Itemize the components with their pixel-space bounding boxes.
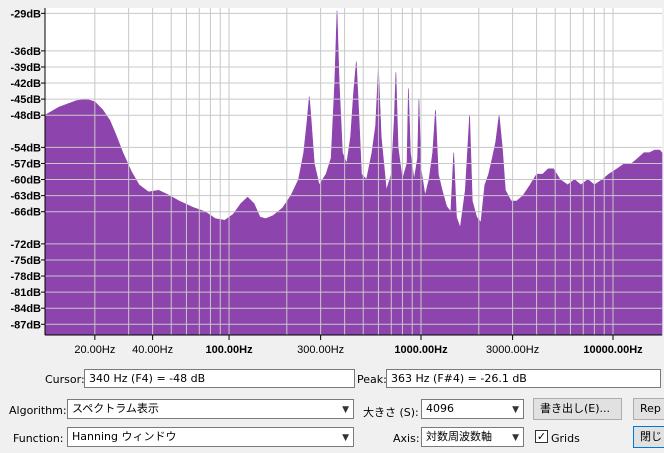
x-tick-label: 300.00Hz [297,344,344,356]
replot-button[interactable]: Rep [633,398,664,420]
axis-select-value: 対数周波数軸 [426,430,492,443]
chevron-down-icon: ▼ [512,433,519,443]
spectrum-plot[interactable]: -29dB -36dB -39dB -42dB -45dB -48dB -54dB -57dB… [0,0,664,362]
function-select-value: Hanning ウィンドウ [72,430,177,443]
cursor-label: Cursor: [45,373,85,386]
function-label: Function: [13,432,64,445]
y-tick-label: -84dB [10,303,41,315]
y-tick-label: -39dB [10,62,41,74]
close-button[interactable]: 閉じ [633,426,664,448]
peak-label: Peak: [357,373,387,386]
algorithm-label: Algorithm: [9,404,67,417]
export-button[interactable]: 書き出し(E)... [533,398,622,420]
y-tick-label: -29dB [10,8,41,20]
function-select[interactable]: Hanning ウィンドウ ▼ [67,427,354,447]
y-tick-label: -42dB [10,78,41,90]
chevron-down-icon: ▼ [342,405,349,415]
size-select[interactable]: 4096 ▼ [421,399,524,419]
check-icon: ✓ [536,430,547,443]
axis-select[interactable]: 対数周波数軸 ▼ [421,427,524,447]
size-label: 大きさ (S): [363,406,419,419]
y-tick-label: -36dB [10,46,41,58]
x-tick-label: 3000.00Hz [486,344,539,356]
y-tick-label: -48dB [10,110,41,122]
grid-lines [45,8,662,335]
y-tick-label: -66dB [10,207,41,219]
y-tick-label: -75dB [10,255,41,267]
y-tick-label: -81dB [10,287,41,299]
algorithm-select[interactable]: スペクトラム表示 ▼ [67,399,354,419]
spectrum-plot-area: -29dB -36dB -39dB -42dB -45dB -48dB -54dB -57dB… [0,0,664,362]
y-tick-label: -54dB [10,142,41,154]
y-tick-label: -87dB [10,319,41,331]
y-tick-label: -60dB [10,175,41,187]
x-tick-label: 10000.00Hz [583,344,643,356]
grids-checkbox[interactable]: ✓ [535,430,548,443]
chevron-down-icon: ▼ [342,433,349,443]
chevron-down-icon: ▼ [512,405,519,415]
y-tick-label: -45dB [10,94,41,106]
y-tick-label: -63dB [10,191,41,203]
x-tick-label: 1000.00Hz [394,344,448,356]
y-tick-label: -78dB [10,271,41,283]
size-select-value: 4096 [426,402,454,415]
x-tick-label: 20.00Hz [74,344,115,356]
y-tick-label: -57dB [10,158,41,170]
algorithm-select-value: スペクトラム表示 [72,402,159,415]
x-tick-label: 40.00Hz [132,344,173,356]
y-tick-label: -72dB [10,239,41,251]
grids-label: Grids [551,432,580,445]
axis-label: Axis: [393,432,420,445]
x-tick-label: 100.00Hz [205,344,253,356]
peak-readout-field[interactable]: 363 Hz (F#4) = -26.1 dB [386,369,661,388]
cursor-readout-field[interactable]: 340 Hz (F4) = -48 dB [84,369,355,388]
